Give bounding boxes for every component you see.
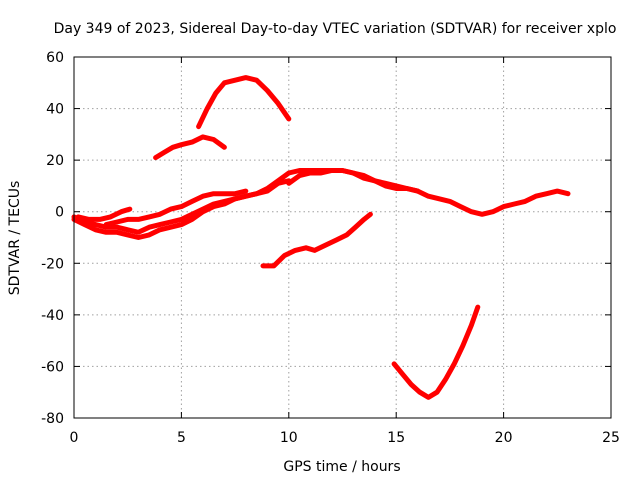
- y-tick-label: -20: [41, 256, 64, 272]
- series-arc-8: [286, 168, 571, 217]
- x-tick-label: 20: [495, 430, 513, 446]
- x-tick-label: 15: [387, 430, 405, 446]
- y-tick-label: -60: [41, 359, 64, 375]
- series-arc-2: [71, 178, 292, 240]
- series-arc-7: [260, 211, 373, 269]
- series-arc-5: [153, 134, 227, 161]
- y-tick-label: 0: [55, 205, 64, 221]
- series-arc-9: [391, 304, 481, 400]
- data-series: [71, 75, 571, 400]
- plot-frame: [73, 56, 612, 419]
- series-arc-6: [196, 75, 292, 130]
- y-tick-label: 60: [46, 50, 64, 66]
- x-tick-label: 25: [602, 430, 620, 446]
- x-axis-label: GPS time / hours: [283, 459, 400, 475]
- chart-title: Day 349 of 2023, Sidereal Day-to-day VTE…: [54, 21, 617, 37]
- x-tick-label: 5: [177, 430, 186, 446]
- y-tick-label: -40: [41, 308, 64, 324]
- series-arc-1: [71, 168, 421, 235]
- grid: [74, 57, 611, 418]
- y-tick-label: 40: [46, 102, 64, 118]
- x-tick-label: 10: [280, 430, 298, 446]
- x-tick-label: 0: [70, 430, 79, 446]
- series-arc-3: [75, 206, 133, 222]
- y-axis-label: SDTVAR / TECUs: [7, 181, 23, 296]
- axis-ticks: 0 5 10 15 20 25 -80 -60 -40 -20 0 20 40 60: [41, 50, 620, 446]
- y-tick-label: -80: [41, 411, 64, 427]
- y-tick-label: 20: [46, 153, 64, 169]
- series-arc-4: [103, 188, 249, 228]
